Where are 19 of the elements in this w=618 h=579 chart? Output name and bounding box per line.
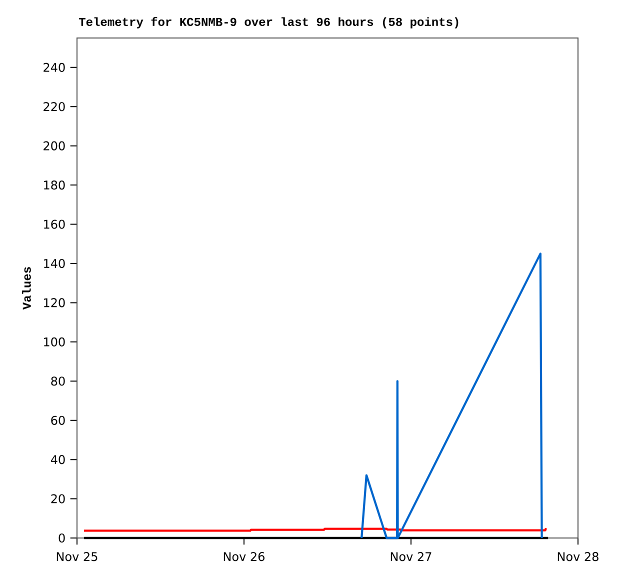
y-tick-label: 240 <box>44 62 65 72</box>
y-tick-label: 200 <box>44 141 65 150</box>
y-tick-label: 80 <box>51 376 65 386</box>
y-axis-title: Values <box>22 267 31 310</box>
chart-title: Telemetry for KC5NMB-9 over last 96 hours (58 points) <box>78 17 458 28</box>
y-tick-label: 100 <box>44 337 65 346</box>
y-tick-label: 20 <box>51 494 65 504</box>
x-tick-label: Nov 25 <box>56 552 98 562</box>
y-tick-label: 220 <box>44 102 65 112</box>
x-tick-label: Nov 26 <box>224 552 264 562</box>
x-tick-label: Nov 27 <box>390 552 432 562</box>
y-tick-label: 40 <box>50 455 65 464</box>
y-tick-label: 180 <box>44 180 65 190</box>
y-tick-label: 0 <box>58 533 65 543</box>
y-tick-label: 120 <box>44 298 65 308</box>
y-tick-label: 60 <box>51 416 65 425</box>
x-tick-label: Nov 28 <box>558 552 598 562</box>
y-tick-label: 140 <box>44 258 65 268</box>
y-tick-label: 160 <box>44 220 65 229</box>
